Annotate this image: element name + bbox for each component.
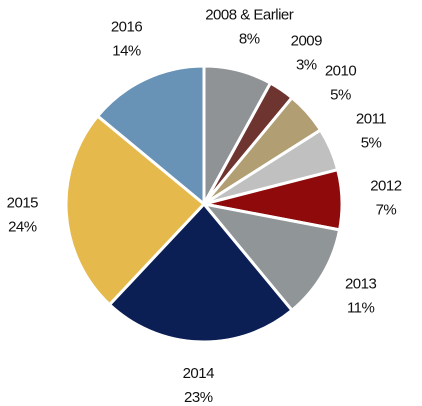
pie-slice [96,64,206,206]
slice-value-label: 5% [361,135,382,152]
slice-value-label: 7% [376,201,397,218]
slice-value-label: 5% [330,87,351,104]
slice-label: 2014 [183,365,215,382]
slice-label: 2008 & Earlier [205,7,294,24]
slice-label: 2012 [370,177,402,194]
slice-label: 2010 [325,63,357,80]
slice-value-label: 14% [112,42,141,59]
slice-label: 2009 [291,32,323,49]
slice-label: 2016 [111,18,143,35]
slice-label: 2015 [7,194,39,211]
slice-value-label: 8% [239,31,260,48]
pie-slice [202,202,342,312]
slice-value-label: 24% [8,218,37,235]
slice-value-label: 11% [347,300,375,317]
slice-value-label: 23% [184,389,213,406]
slice-label: 2013 [345,276,377,293]
pie-slice [64,114,206,307]
slice-label: 2011 [356,111,386,128]
slice-value-label: 3% [296,56,317,73]
pie-slice [108,202,294,344]
